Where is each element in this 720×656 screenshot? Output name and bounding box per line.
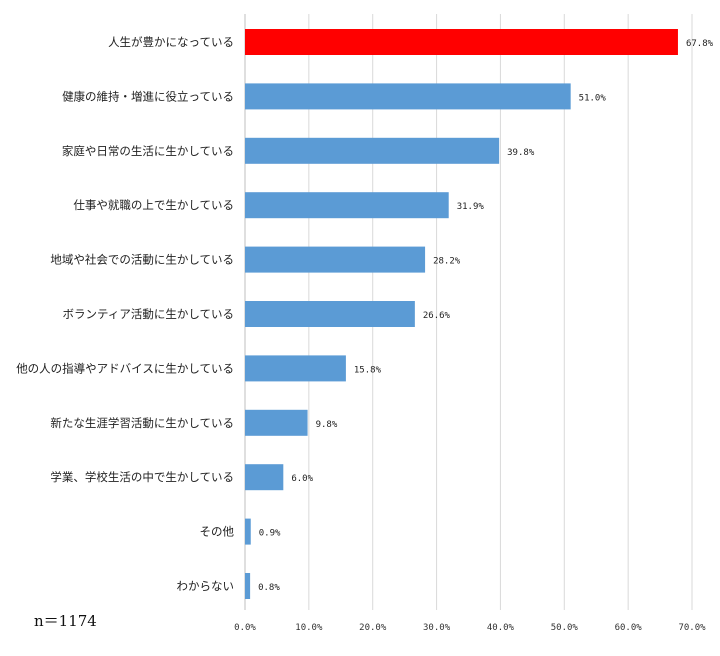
bar — [245, 83, 571, 110]
bar — [245, 137, 500, 164]
data-label: 28.2% — [433, 257, 461, 267]
x-tick-label: 40.0% — [487, 623, 515, 633]
data-label: 39.8% — [507, 148, 535, 158]
category-label: 健康の維持・増進に役立っている — [62, 89, 234, 103]
category-label: わからない — [177, 579, 235, 593]
bar — [245, 301, 415, 327]
bar — [245, 573, 251, 599]
x-tick-label: 70.0% — [678, 623, 706, 633]
x-tick-label: 60.0% — [615, 623, 643, 633]
bar — [245, 29, 678, 55]
category-label: 仕事や就職の上で生かしている — [73, 198, 234, 212]
category-label: 新たな生涯学習活動に生かしている — [50, 416, 234, 430]
value-labels: 67.8% 51.0% 39.8% 31.9% 28.2% 26.6% 15.8% 9.8% 6… — [258, 39, 714, 593]
category-label: 人生が豊かになっている — [108, 35, 234, 49]
data-label: 6.0% — [291, 474, 313, 484]
category-label: 他の人の指導やアドバイスに生かしている — [16, 361, 234, 375]
data-label: 51.0% — [579, 93, 607, 103]
data-label: 15.8% — [354, 365, 382, 375]
bar — [245, 355, 346, 382]
x-tick-label: 50.0% — [551, 623, 579, 633]
sample-size-note: n＝1174 — [34, 612, 97, 630]
bar — [245, 409, 308, 436]
x-tick-label: 20.0% — [359, 623, 387, 633]
category-label: ボランティア活動に生かしている — [63, 307, 234, 321]
category-label: 学業、学校生活の中で生かしている — [50, 470, 234, 484]
x-tick-label: 30.0% — [423, 623, 451, 633]
data-label: 26.6% — [423, 311, 451, 321]
x-tick-label: 0.0% — [234, 623, 256, 633]
x-tick-labels: 0.0% 10.0% 20.0% 30.0% 40.0% 50.0% 60.0% 70.0% — [234, 623, 706, 633]
data-label: 9.8% — [316, 420, 338, 430]
x-tick-label: 10.0% — [295, 623, 323, 633]
bar — [245, 192, 449, 219]
data-label: 0.8% — [258, 583, 280, 593]
bar — [245, 518, 251, 545]
bars — [245, 29, 678, 599]
bar — [245, 464, 284, 491]
category-label: 地域や社会での活動に生かしている — [50, 253, 234, 267]
data-label: 0.9% — [259, 529, 281, 539]
data-label: 31.9% — [457, 202, 485, 212]
data-label: 67.8% — [686, 39, 714, 49]
category-labels: 人生が豊かになっている健康の維持・増進に役立っている家庭や日常の生活に生かしてい… — [16, 35, 234, 593]
category-label: 家庭や日常の生活に生かしている — [62, 144, 234, 158]
category-label: その他 — [200, 525, 235, 539]
bar — [245, 246, 426, 273]
